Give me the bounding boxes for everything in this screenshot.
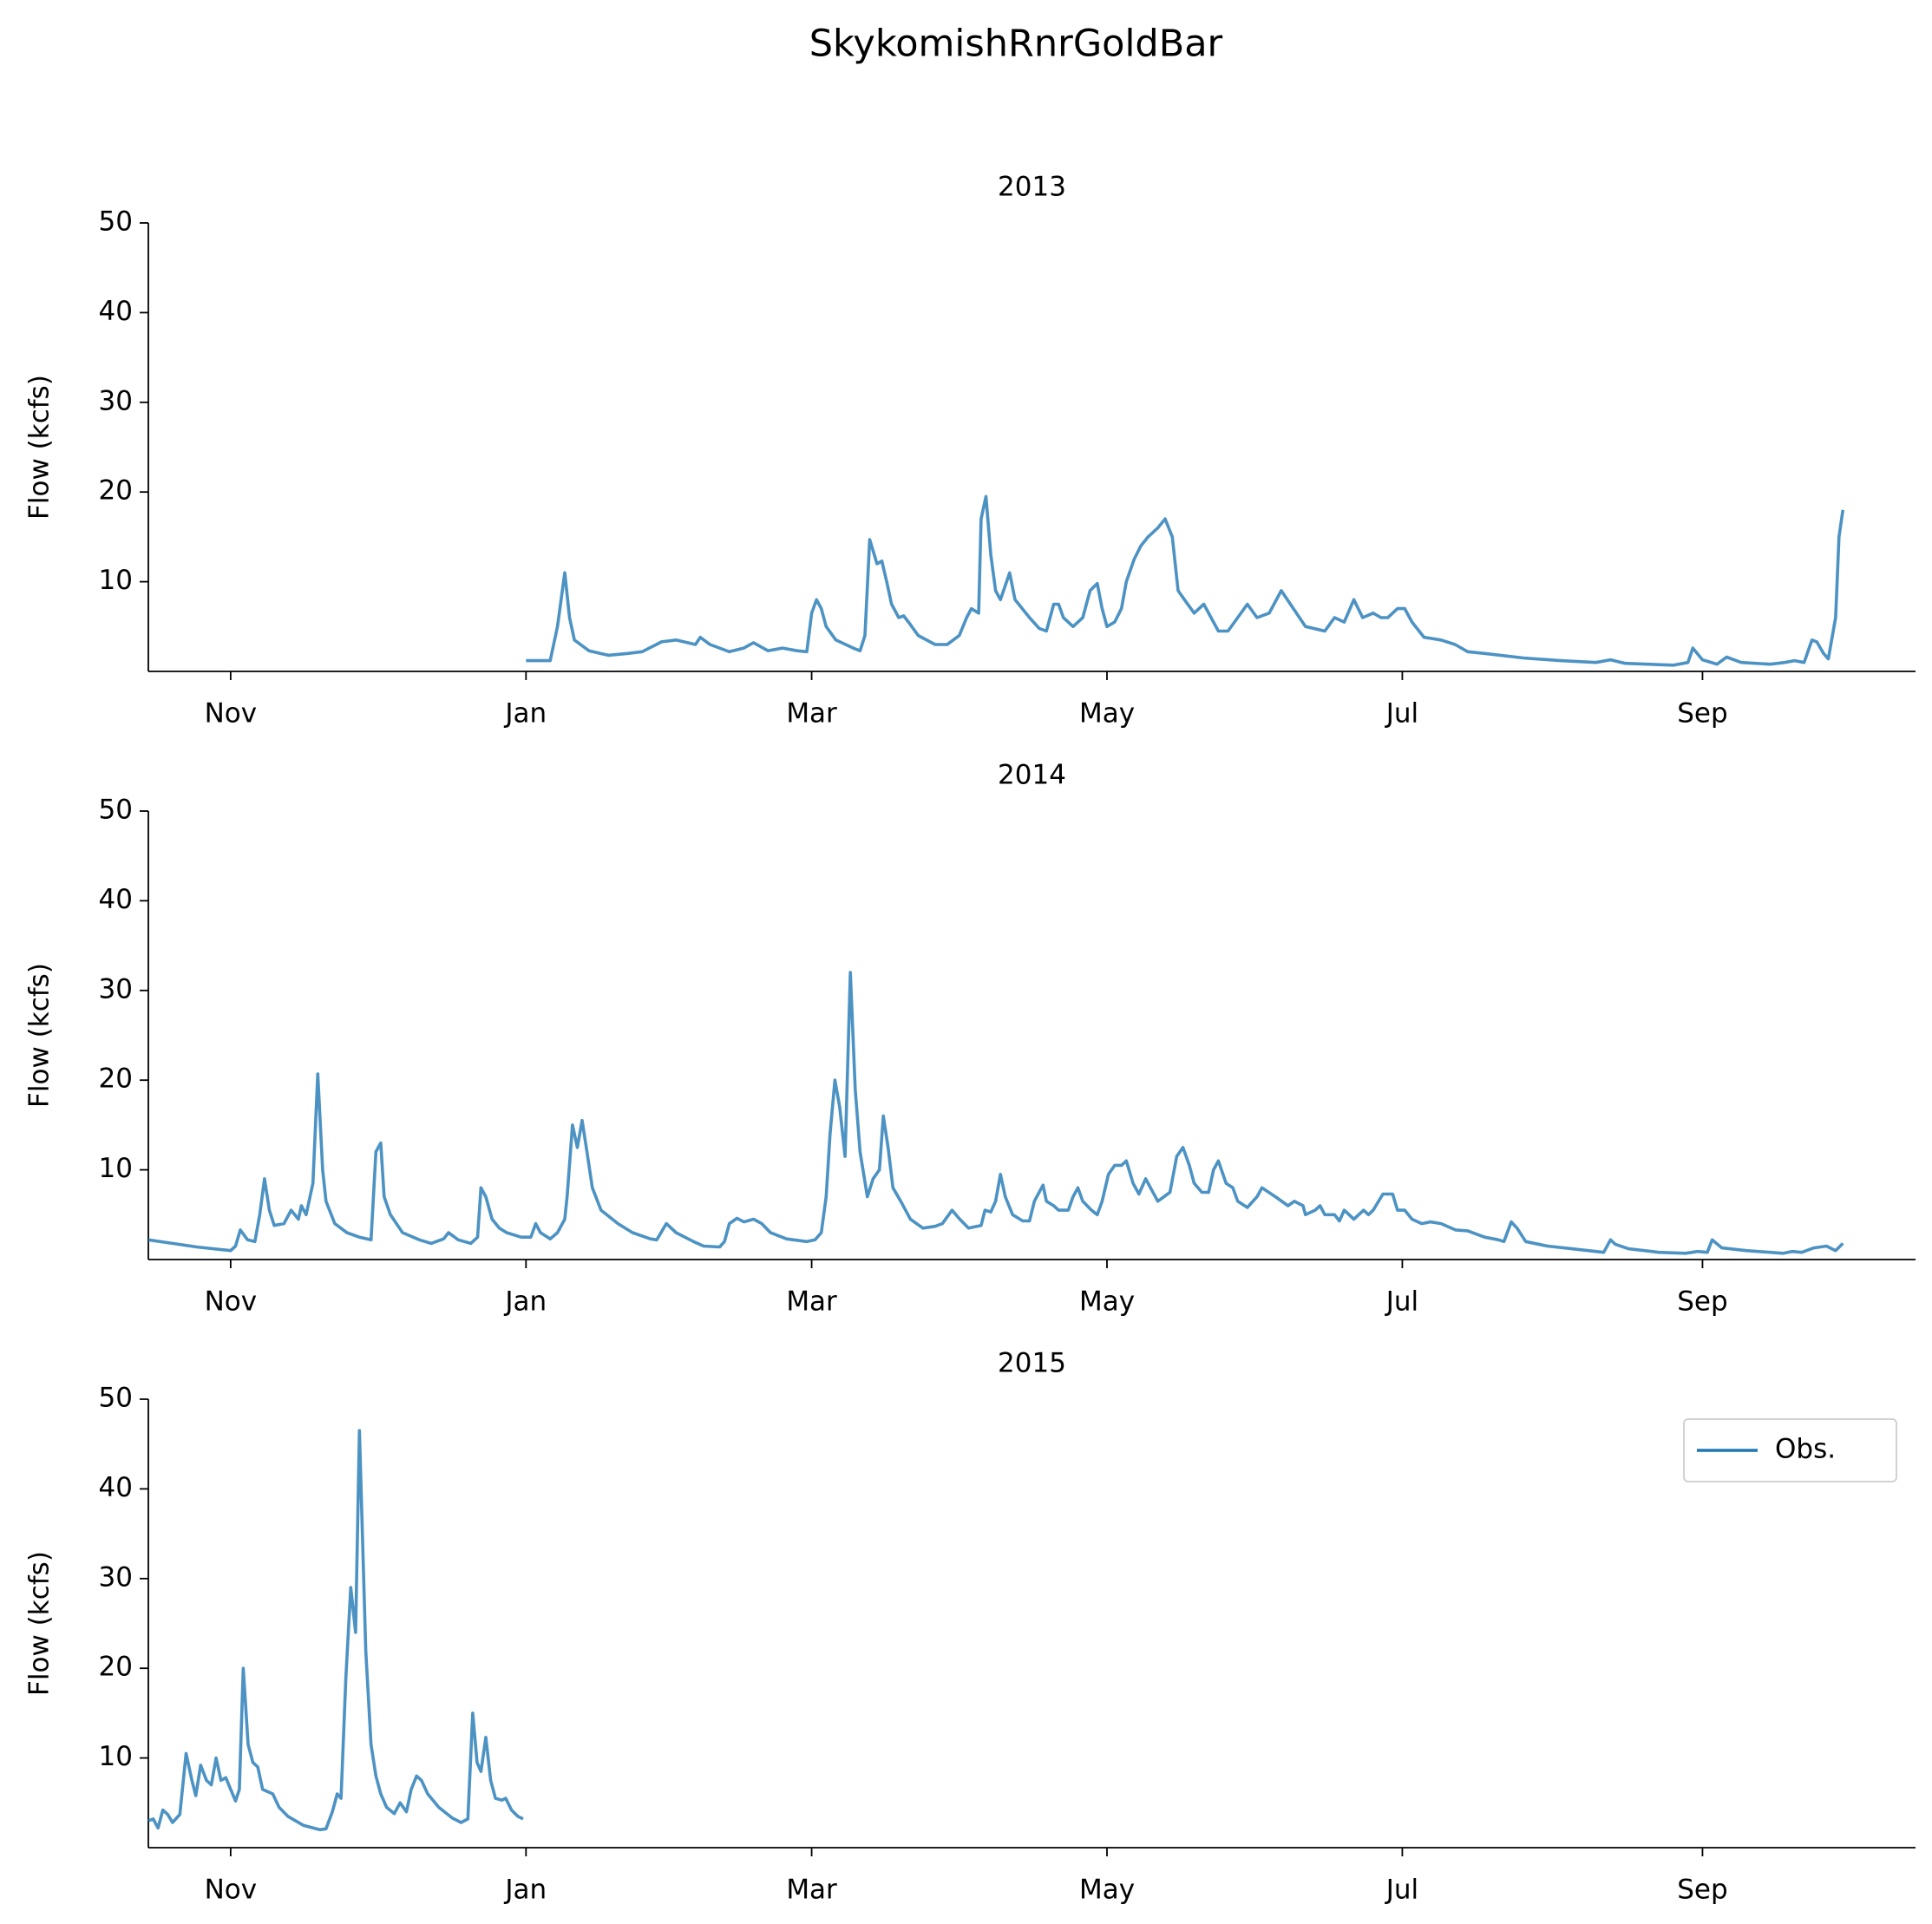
y-tick-label: 30 [99,385,133,416]
y-axis-label: Flow (kcfs) [24,963,56,1108]
y-tick-label: 40 [99,296,133,327]
y-tick-label: 20 [99,1652,133,1683]
legend: Obs. [1683,1418,1897,1482]
y-tick-label: 50 [99,1383,133,1414]
x-tick-label: Nov [205,1875,258,1906]
y-tick-label: 10 [99,1741,133,1772]
x-tick-label: Jul [1385,698,1418,730]
subplot: 2014 Flow (kcfs) 10 20 30 40 50 Nov Jan Mar May Jul… [24,760,1916,1318]
x-tick-label: Sep [1677,1875,1727,1906]
x-tick-label: May [1079,1286,1135,1318]
figure-title: SkykomishRnrGoldBar [809,23,1223,66]
subplot-title: 2015 [998,1348,1066,1379]
x-tick-label: Nov [205,1286,258,1318]
x-tick-label: Jul [1385,1875,1418,1906]
y-tick-label: 40 [99,884,133,915]
flow-line [147,971,1844,1255]
x-tick-label: Sep [1677,1286,1727,1318]
x-tick-label: Mar [786,1286,837,1318]
y-tick-label: 30 [99,1561,133,1593]
y-tick-label: 50 [99,795,133,826]
x-tick-label: Sep [1677,698,1727,730]
flow-line [147,1429,524,1832]
x-tick-label: Jul [1385,1286,1418,1318]
y-tick-label: 30 [99,973,133,1005]
x-tick-label: May [1079,698,1135,730]
flow-line [526,494,1845,667]
subplot-title: 2013 [998,172,1066,203]
y-tick-label: 10 [99,565,133,596]
y-tick-label: 20 [99,1063,133,1095]
x-tick-label: Jan [503,698,547,730]
y-tick-label: 10 [99,1153,133,1184]
x-tick-label: May [1079,1875,1135,1906]
x-tick-label: Nov [205,698,258,730]
y-tick-label: 20 [99,475,133,507]
subplot: 2015 Flow (kcfs) 10 20 30 40 50 Nov Jan Mar May Jul… [24,1348,1916,1906]
x-tick-label: Jan [503,1875,547,1906]
subplot-title: 2014 [998,760,1066,791]
x-tick-label: Mar [786,1875,837,1906]
y-tick-label: 40 [99,1472,133,1503]
y-axis-label: Flow (kcfs) [24,1551,56,1696]
y-tick-label: 50 [99,206,133,238]
legend-label: Obs. [1775,1434,1836,1465]
y-axis-label: Flow (kcfs) [24,375,56,520]
x-tick-label: Jan [503,1286,547,1318]
x-tick-label: Mar [786,698,837,730]
legend-box [1683,1418,1897,1482]
subplot: 2013 Flow (kcfs) 10 20 30 40 50 Nov Jan Mar May Jul… [24,172,1916,730]
